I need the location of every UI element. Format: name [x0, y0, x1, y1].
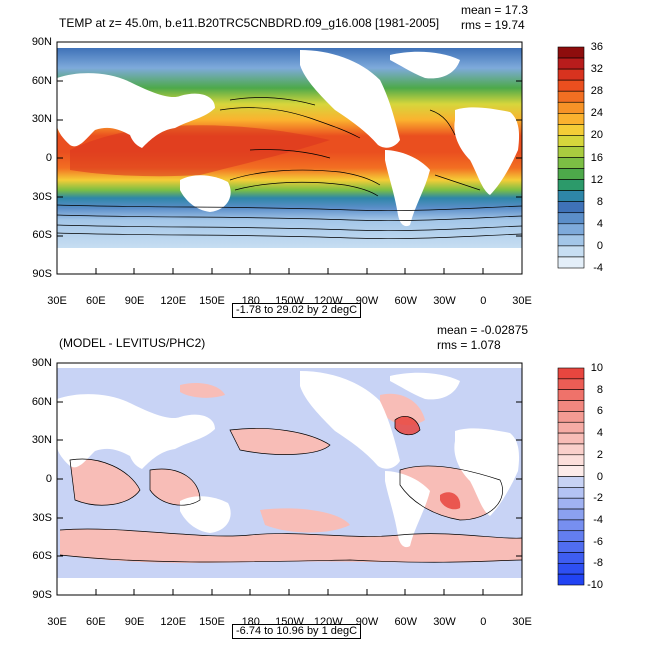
colorbar-label: -6 [593, 535, 603, 548]
lon-label: 120W [313, 295, 343, 307]
panel-2-ticks [56, 362, 522, 595]
colorbar-label: -4 [593, 513, 603, 526]
panel-2-land-south-america [385, 471, 430, 548]
lon-label: 90W [355, 295, 379, 307]
colorbar-label: 2 [596, 448, 603, 461]
lon-label: 90E [124, 295, 145, 307]
lon-label: 30E [47, 616, 67, 628]
colorbar-label: 32 [590, 63, 603, 76]
panel-2-range-note: -6.74 to 10.96 by 1 degC [232, 624, 362, 639]
lon-label: 120E [160, 616, 187, 628]
panel-2-strong-anomalies [395, 416, 461, 510]
colorbar-label: 16 [590, 151, 603, 164]
lon-label: 150E [199, 616, 225, 628]
lat-label: 90S [32, 589, 52, 601]
lat-label: 60N [31, 74, 52, 87]
colorbar-label: 36 [590, 41, 603, 53]
lat-label: 30S [32, 190, 52, 203]
lat-label: 30S [32, 511, 52, 524]
panel-1-title: TEMP at z= 45.0m, b.e11.B20TRC5CNBDRD.f0… [59, 16, 440, 30]
lon-label: 120E [160, 295, 187, 307]
lon-label: 60E [85, 616, 106, 628]
panel-2-land-north-america [300, 371, 400, 469]
lon-label: 0 [480, 616, 487, 628]
colorbar-label: 28 [590, 85, 603, 98]
lat-label: 90N [31, 357, 52, 369]
lat-label: 60S [32, 229, 52, 242]
lon-label: 60E [85, 295, 106, 307]
colorbar-label: 20 [590, 129, 603, 142]
lat-label: 30N [31, 113, 52, 126]
lat-label: 60S [32, 550, 52, 563]
panel-2-mean: mean = -0.02875 [437, 323, 529, 337]
panel-1-land-north-america [300, 50, 400, 148]
panel-1-land-greenland [390, 51, 460, 79]
panel-1-colorbar [557, 46, 585, 269]
lon-label: 90E [124, 616, 145, 628]
panel-1-range-note: -1.78 to 29.02 by 2 degC [232, 303, 362, 318]
panel-2-title: (MODEL - LEVITUS/PHC2) [59, 336, 206, 350]
colorbar-label: 6 [596, 405, 603, 418]
panel-2-map [56, 362, 523, 596]
lat-label: 60N [31, 395, 52, 408]
colorbar-label: -2 [593, 492, 603, 505]
colorbar-label: -10 [587, 579, 603, 591]
lat-label: 90N [31, 36, 52, 48]
lat-label: 0 [45, 152, 52, 164]
panel-1-contours [57, 97, 522, 239]
lon-label: 30E [47, 295, 67, 307]
colorbar-label: 10 [590, 362, 603, 374]
panel-1-map [56, 41, 523, 275]
colorbar-label: 4 [596, 217, 603, 230]
lon-label: 120W [313, 616, 343, 628]
panel-1-mean: mean = 17.3 [461, 3, 529, 17]
panel-2-contours [59, 416, 522, 563]
colorbar-label: -8 [593, 557, 603, 570]
panel-1-ticks [56, 41, 522, 274]
colorbar-label: -4 [593, 262, 603, 274]
colorbar-label: 4 [596, 427, 603, 440]
panel-1-land-africa-europe [454, 107, 520, 195]
lon-label: 150E [199, 295, 225, 307]
lat-label: 30N [31, 434, 52, 447]
lon-label: 180 [241, 616, 260, 628]
lon-label: 90W [355, 616, 379, 628]
panel-1-land-asia [57, 73, 215, 148]
panel-2-rms: rms = 1.078 [437, 338, 501, 352]
colorbar-swatch [557, 256, 585, 269]
lon-label: 180 [241, 295, 260, 307]
panel-2-land-greenland [390, 372, 460, 400]
colorbar-label: 0 [596, 239, 603, 252]
colorbar-label: 24 [590, 107, 603, 120]
colorbar-swatch [557, 573, 585, 586]
panel-2-land-africa-europe [454, 428, 520, 516]
colorbar-label: 0 [596, 470, 603, 483]
lon-label: 30E [512, 295, 532, 307]
lon-label: 150W [275, 295, 304, 307]
panel-2-colorbar [557, 367, 585, 586]
colorbar-label: 12 [590, 173, 603, 186]
lon-label: 0 [480, 295, 487, 307]
panel-2-land-asia [57, 394, 215, 469]
panel-1-land-south-america [385, 150, 430, 227]
lat-label: 0 [45, 473, 52, 485]
lon-label: 60W [394, 616, 418, 628]
lon-label: 30E [512, 616, 532, 628]
panel-1-land-australia [180, 175, 231, 212]
lat-label: 90S [32, 268, 52, 280]
panel-1-rms: rms = 19.74 [461, 18, 525, 32]
colorbar-label: 8 [596, 383, 603, 396]
lon-label: 60W [394, 295, 418, 307]
colorbar-label: 8 [596, 195, 603, 208]
lon-label: 30W [433, 616, 456, 628]
lon-label: 30W [433, 295, 456, 307]
panel-2-land-australia [180, 496, 231, 533]
lon-label: 150W [275, 616, 304, 628]
